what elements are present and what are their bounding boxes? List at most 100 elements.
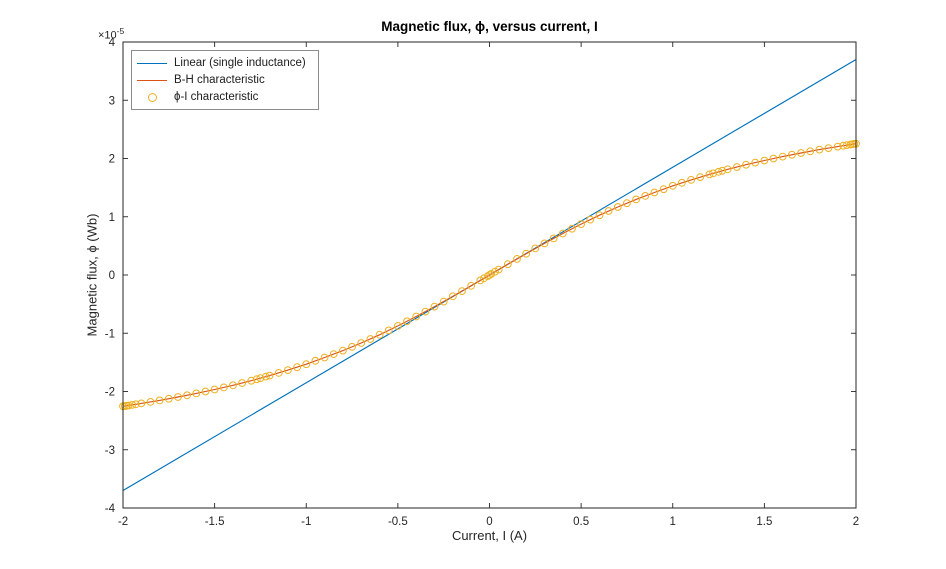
y-tick-label: 4 [109, 37, 116, 49]
x-tick-label: -1.5 [205, 516, 225, 528]
scatter-marker [439, 297, 448, 306]
y-tick-label: -3 [105, 445, 115, 457]
scatter-marker [348, 342, 357, 351]
legend-marker-container [137, 79, 167, 81]
x-tick-label: 0.5 [573, 516, 589, 528]
scatter-marker [604, 207, 613, 215]
legend: Linear (single inductance) B-H character… [131, 50, 319, 110]
y-axis-offset-label: ×10-5 [98, 26, 124, 42]
scatter-marker [219, 383, 228, 392]
x-tick-label: -0.5 [388, 516, 408, 528]
y-tick-label: 3 [109, 95, 115, 107]
scatter-marker [128, 401, 137, 409]
scatter-marker [733, 163, 741, 171]
scatter-marker [839, 141, 848, 150]
y-axis-label: Magnetic flux, ϕ (Wb) [84, 213, 100, 337]
y-tick-label: -1 [105, 328, 115, 340]
scatter-marker [339, 346, 347, 355]
scatter-marker [131, 400, 140, 409]
scatter-marker [659, 185, 668, 194]
scatter-marker [522, 249, 531, 258]
scatter-marker [476, 276, 485, 285]
scatter-marker [412, 312, 421, 321]
scatter-marker [137, 399, 146, 408]
scatter-marker [760, 156, 769, 165]
scatter-marker [558, 229, 567, 238]
scatter-marker [164, 394, 173, 403]
scatter-marker [183, 391, 192, 400]
scatter-marker [421, 307, 430, 316]
x-tick-label: 1 [670, 516, 676, 528]
scatter-marker [797, 149, 805, 157]
y-tick-label: -4 [105, 503, 116, 515]
scatter-marker [723, 165, 732, 174]
orange-line-marker-icon [137, 79, 167, 81]
scatter-marker [174, 393, 182, 401]
scatter-marker [274, 369, 283, 377]
scatter-marker [586, 215, 595, 224]
offset-base: ×10 [98, 29, 117, 42]
scatter-marker [284, 366, 292, 375]
scatter-marker [806, 147, 815, 156]
scatter-marker [709, 169, 717, 178]
scatter-marker [650, 188, 659, 197]
x-tick-label: -1 [301, 516, 311, 528]
scatter-marker [833, 142, 842, 151]
scatter-marker [788, 150, 796, 159]
blue-line-marker-icon [137, 62, 167, 64]
scatter-marker [613, 203, 622, 211]
scatter-marker [742, 160, 750, 169]
scatter-marker [696, 173, 705, 182]
legend-label-linear: Linear (single inductance) [174, 57, 306, 69]
scatter-marker [357, 339, 366, 347]
x-tick-label: 2 [853, 516, 859, 528]
scatter-marker [252, 375, 261, 384]
legend-item-phi-i: ϕ-I characteristic [137, 90, 306, 104]
scatter-marker [262, 372, 270, 381]
scatter-marker [641, 192, 650, 200]
scatter-marker [311, 356, 320, 365]
scatter-marker [491, 267, 499, 276]
x-tick-label: -2 [118, 516, 128, 528]
scatter-marker [146, 398, 155, 406]
y-tick-label: 0 [109, 270, 115, 282]
scatter-marker [329, 350, 338, 359]
scatter-marker [192, 389, 201, 398]
x-tick-label: 1.5 [756, 516, 772, 528]
scatter-marker [751, 158, 760, 167]
scatter-marker [293, 363, 302, 372]
scatter-marker [668, 181, 677, 190]
scatter-marker [265, 371, 274, 380]
legend-label-bh: B-H characteristic [174, 74, 265, 86]
scatter-marker [842, 141, 851, 150]
scatter-marker [718, 166, 727, 175]
legend-marker-container [137, 62, 167, 64]
scatter-marker [778, 152, 787, 161]
scatter-marker [210, 385, 219, 394]
scatter-marker [366, 335, 375, 343]
scatter-marker [247, 376, 256, 385]
scatter-marker [155, 396, 164, 405]
scatter-marker [256, 374, 265, 383]
scatter-marker [494, 265, 503, 274]
scatter-marker [824, 144, 833, 153]
x-axis-label: Current, I (A) [451, 528, 528, 543]
x-tick-label: 0 [486, 516, 492, 528]
scatter-marker [384, 326, 393, 335]
scatter-marker [549, 234, 558, 243]
legend-item-linear: Linear (single inductance) [137, 56, 306, 70]
chart-title: Magnetic flux, ϕ, versus current, I [381, 19, 598, 34]
scatter-marker [577, 220, 585, 229]
scatter-marker [394, 322, 402, 330]
y-tick-label: 2 [109, 154, 115, 166]
legend-label-phi-i: ϕ-I characteristic [174, 91, 259, 103]
scatter-marker [320, 353, 329, 362]
scatter-marker [238, 379, 247, 387]
y-tick-label: -2 [105, 387, 115, 399]
scatter-marker [595, 211, 604, 220]
circle-marker-icon [147, 92, 157, 102]
scatter-marker [815, 145, 824, 154]
scatter-marker [623, 199, 631, 208]
scatter-marker [503, 260, 512, 269]
